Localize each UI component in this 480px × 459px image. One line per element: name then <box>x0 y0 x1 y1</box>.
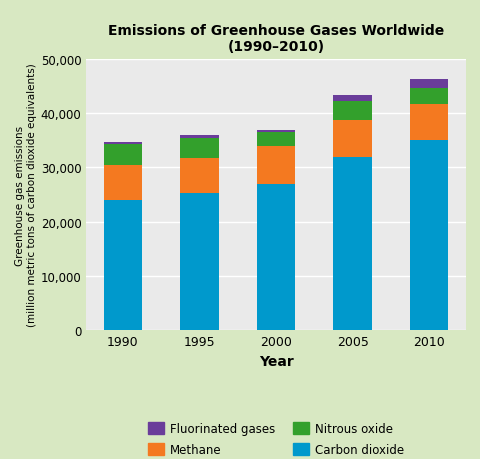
Bar <box>257 133 295 146</box>
Bar <box>180 194 218 330</box>
Bar <box>104 165 142 201</box>
Title: Emissions of Greenhouse Gases Worldwide
(1990–2010): Emissions of Greenhouse Gases Worldwide … <box>108 24 444 54</box>
Bar <box>410 105 448 141</box>
Bar <box>257 131 295 133</box>
Bar <box>334 96 372 101</box>
Bar <box>257 146 295 184</box>
Bar <box>334 120 372 157</box>
X-axis label: Year: Year <box>259 354 293 368</box>
Bar <box>104 143 142 145</box>
Legend: Fluorinated gases, Methane, Nitrous oxide, Carbon dioxide: Fluorinated gases, Methane, Nitrous oxid… <box>143 418 409 459</box>
Bar <box>410 80 448 89</box>
Bar <box>180 136 218 138</box>
Bar <box>257 184 295 330</box>
Bar <box>104 145 142 165</box>
Bar <box>334 157 372 330</box>
Bar <box>410 89 448 105</box>
Bar <box>334 101 372 120</box>
Bar <box>180 138 218 159</box>
Bar <box>180 159 218 194</box>
Bar <box>410 141 448 330</box>
Bar <box>104 201 142 330</box>
Y-axis label: Greenhouse gas emissions
(million metric tons of carbon dioxide equivalents): Greenhouse gas emissions (million metric… <box>15 63 36 327</box>
